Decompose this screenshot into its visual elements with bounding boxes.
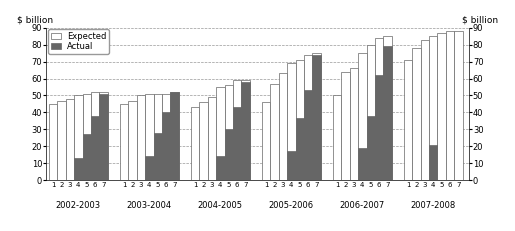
Bar — [82, 134, 91, 180]
Bar — [99, 94, 108, 180]
Bar — [128, 100, 136, 180]
Bar — [170, 92, 179, 180]
Bar — [216, 87, 225, 180]
Bar — [296, 118, 304, 180]
Bar — [429, 145, 437, 180]
Bar — [454, 31, 463, 180]
Text: 2007-2008: 2007-2008 — [410, 201, 456, 210]
Bar — [233, 80, 242, 180]
Bar — [153, 133, 162, 180]
Bar — [199, 102, 208, 180]
Bar — [358, 53, 367, 180]
Bar — [262, 102, 270, 180]
Bar — [287, 151, 296, 180]
Bar — [412, 48, 421, 180]
Bar — [242, 80, 250, 180]
Text: 2006-2007: 2006-2007 — [340, 201, 385, 210]
Bar — [446, 31, 454, 180]
Bar — [304, 55, 313, 180]
Legend: Expected, Actual: Expected, Actual — [48, 29, 109, 54]
Bar — [91, 116, 99, 180]
Bar — [208, 97, 216, 180]
Bar — [358, 148, 367, 180]
Bar — [120, 104, 128, 180]
Bar — [82, 94, 91, 180]
Bar — [91, 92, 99, 180]
Bar — [375, 75, 383, 180]
Bar — [313, 53, 321, 180]
Text: $ billion: $ billion — [17, 16, 53, 25]
Text: 2004-2005: 2004-2005 — [198, 201, 243, 210]
Bar — [383, 46, 392, 180]
Bar — [429, 36, 437, 180]
Bar — [287, 63, 296, 180]
Bar — [437, 33, 446, 180]
Bar — [367, 45, 375, 180]
Bar — [153, 94, 162, 180]
Bar — [145, 156, 153, 180]
Bar — [313, 55, 321, 180]
Bar — [279, 73, 287, 180]
Bar — [136, 95, 145, 180]
Bar — [304, 90, 313, 180]
Bar — [99, 92, 108, 180]
Bar — [74, 95, 82, 180]
Bar — [162, 94, 170, 180]
Bar — [233, 107, 242, 180]
Bar — [225, 129, 233, 180]
Bar — [421, 40, 429, 180]
Bar — [242, 82, 250, 180]
Bar — [225, 85, 233, 180]
Bar — [162, 112, 170, 180]
Text: $ billion: $ billion — [462, 16, 498, 25]
Bar — [49, 104, 57, 180]
Bar — [145, 94, 153, 180]
Bar — [191, 107, 199, 180]
Bar — [57, 100, 66, 180]
Text: 2003-2004: 2003-2004 — [127, 201, 172, 210]
Bar — [367, 116, 375, 180]
Bar — [333, 95, 341, 180]
Bar — [404, 60, 412, 180]
Bar — [216, 156, 225, 180]
Bar — [350, 68, 358, 180]
Bar — [170, 92, 179, 180]
Bar — [375, 38, 383, 180]
Bar — [270, 84, 279, 180]
Bar — [341, 72, 350, 180]
Bar — [66, 99, 74, 180]
Text: 2005-2006: 2005-2006 — [269, 201, 314, 210]
Bar — [383, 36, 392, 180]
Bar — [74, 158, 82, 180]
Bar — [296, 60, 304, 180]
Text: 2002-2003: 2002-2003 — [56, 201, 101, 210]
